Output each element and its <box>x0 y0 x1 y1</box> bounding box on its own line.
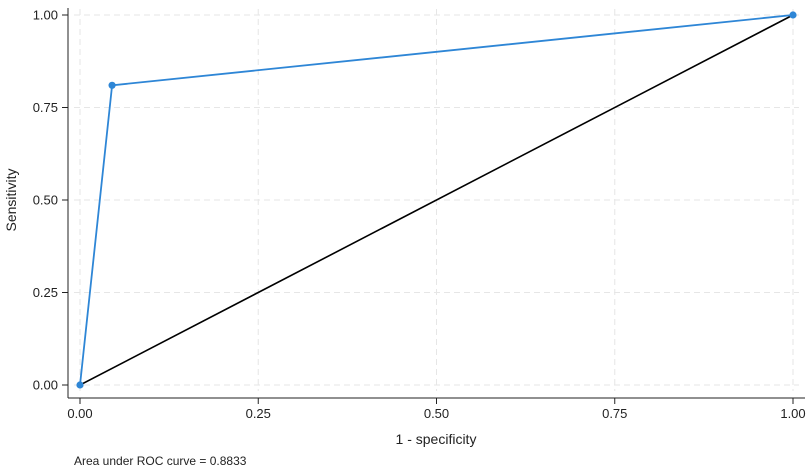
x-tick-label-1: 0.25 <box>246 406 271 421</box>
y-tick-label-0: 0.00 <box>33 378 58 393</box>
y-axis-title: Sensitivity <box>3 168 19 231</box>
y-tick-label-3: 0.75 <box>33 100 58 115</box>
x-tick-label-2: 0.50 <box>424 406 449 421</box>
x-tick-label-0: 0.00 <box>67 406 92 421</box>
x-axis-title: 1 - specificity <box>396 431 477 447</box>
roc-point-2 <box>789 11 797 19</box>
roc-point-0 <box>76 381 84 389</box>
auc-note: Area under ROC curve = 0.8833 <box>74 454 247 468</box>
y-tick-label-1: 0.25 <box>33 285 58 300</box>
grid-lines <box>74 9 799 391</box>
y-tick-label-4: 1.00 <box>33 8 58 23</box>
series-layer <box>76 11 797 389</box>
reference-line <box>79 14 794 386</box>
roc-point-1 <box>108 81 116 89</box>
y-tick-label-2: 0.50 <box>33 193 58 208</box>
axis-ticks: 0.00 0.25 0.50 0.75 1.00 0.00 0.25 0.50 0.75 1.00 <box>33 8 806 422</box>
x-tick-label-4: 1.00 <box>780 406 805 421</box>
x-tick-label-3: 0.75 <box>602 406 627 421</box>
